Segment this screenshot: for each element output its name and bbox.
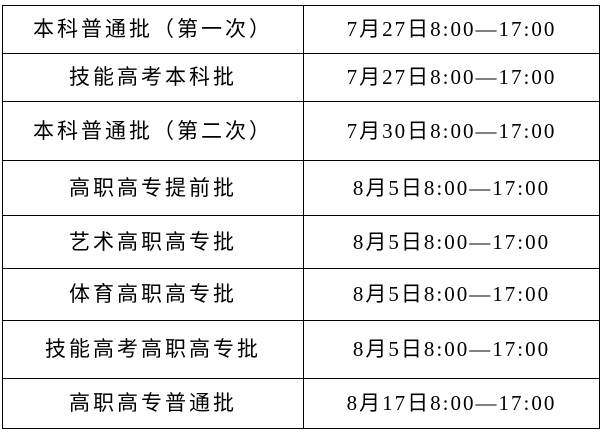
table-row: 本科普通批（第二次） 7月30日8:00—17:00	[2, 101, 600, 161]
admission-schedule-body: 本科普通批（第一次） 7月27日8:00—17:00 技能高考本科批 7月27日…	[2, 5, 600, 429]
table-row: 艺术高职高专批 8月5日8:00—17:00	[2, 215, 600, 269]
admission-schedule-table: 本科普通批（第一次） 7月27日8:00—17:00 技能高考本科批 7月27日…	[2, 5, 600, 429]
time-range-cell: 7月27日8:00—17:00	[303, 5, 600, 54]
time-range-cell: 8月5日8:00—17:00	[303, 160, 600, 216]
table-row: 高职高专提前批 8月5日8:00—17:00	[2, 160, 600, 216]
batch-name-cell: 高职高专普通批	[2, 378, 304, 429]
table-row: 技能高考本科批 7月27日8:00—17:00	[2, 53, 600, 102]
batch-name-cell: 技能高考本科批	[2, 53, 304, 102]
time-range-cell: 7月30日8:00—17:00	[303, 101, 600, 161]
table-row: 本科普通批（第一次） 7月27日8:00—17:00	[2, 5, 600, 54]
table-row: 高职高专普通批 8月17日8:00—17:00	[2, 378, 600, 429]
batch-name-cell: 本科普通批（第二次）	[2, 101, 304, 161]
time-range-cell: 8月5日8:00—17:00	[303, 268, 600, 321]
batch-name-cell: 艺术高职高专批	[2, 215, 304, 269]
time-range-cell: 7月27日8:00—17:00	[303, 53, 600, 102]
batch-name-cell: 本科普通批（第一次）	[2, 5, 304, 54]
batch-name-cell: 高职高专提前批	[2, 160, 304, 216]
time-range-cell: 8月5日8:00—17:00	[303, 320, 600, 379]
batch-name-cell: 技能高考高职高专批	[2, 320, 304, 379]
time-range-cell: 8月17日8:00—17:00	[303, 378, 600, 429]
table-row: 体育高职高专批 8月5日8:00—17:00	[2, 268, 600, 321]
batch-name-cell: 体育高职高专批	[2, 268, 304, 321]
time-range-cell: 8月5日8:00—17:00	[303, 215, 600, 269]
table-row: 技能高考高职高专批 8月5日8:00—17:00	[2, 320, 600, 379]
